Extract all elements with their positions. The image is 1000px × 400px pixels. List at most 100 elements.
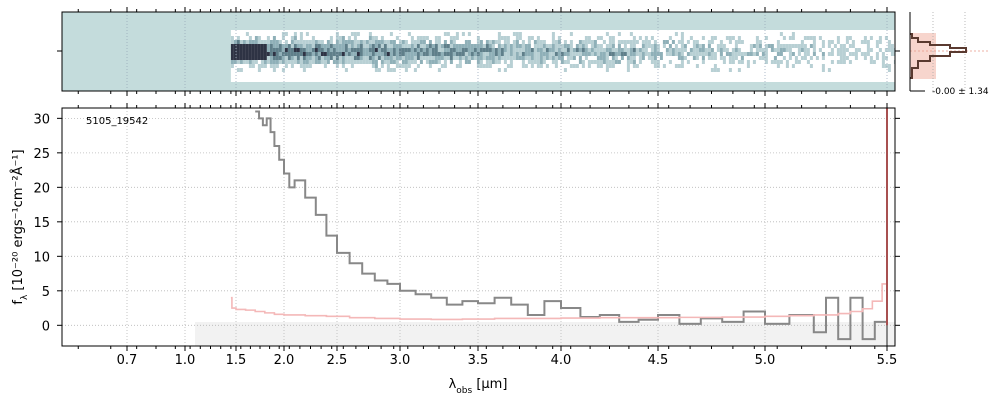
trace-pixel xyxy=(284,48,288,52)
trace-pixel xyxy=(719,56,723,60)
trace-pixel xyxy=(581,48,585,52)
trace-pixel xyxy=(563,60,567,64)
trace-pixel xyxy=(677,56,681,60)
trace-pixel xyxy=(359,40,363,44)
trace-pixel xyxy=(413,44,417,48)
trace-pixel xyxy=(836,36,840,40)
trace-pixel xyxy=(413,40,417,44)
trace-pixel xyxy=(338,40,342,44)
trace-pixel xyxy=(458,52,462,56)
trace-pixel xyxy=(476,48,480,52)
trace-pixel xyxy=(248,64,252,68)
trace-pixel xyxy=(287,60,291,64)
trace-pixel xyxy=(338,56,342,60)
trace-pixel xyxy=(551,40,555,44)
trace-pixel xyxy=(374,44,378,48)
trace-pixel xyxy=(428,44,432,48)
trace-pixel xyxy=(305,64,309,68)
trace-pixel xyxy=(689,48,693,52)
trace-pixel xyxy=(734,40,738,44)
trace-pixel xyxy=(422,44,426,48)
trace-pixel xyxy=(314,60,318,64)
trace-pixel xyxy=(236,36,240,40)
trace-pixel xyxy=(626,40,630,44)
spectrum-1d-panel: 0.7 1.0 1.5 2.0 2.5 3.0 3.5 4.0 4.5 5.0 5.5 0 5 10 15… xyxy=(10,103,900,396)
trace-pixel xyxy=(893,52,895,56)
trace-pixel xyxy=(764,52,768,56)
trace-pixel xyxy=(701,36,705,40)
trace-pixel xyxy=(527,36,531,40)
trace-pixel xyxy=(680,48,684,52)
trace-pixel xyxy=(656,48,660,52)
trace-pixel xyxy=(344,44,348,48)
trace-pixel xyxy=(290,48,294,52)
trace-pixel xyxy=(266,48,270,52)
trace-pixel xyxy=(275,60,279,64)
trace-pixel xyxy=(509,48,513,52)
trace-pixel xyxy=(383,40,387,44)
trace-pixel xyxy=(260,56,264,60)
trace-pixel xyxy=(431,60,435,64)
trace-pixel xyxy=(488,64,492,68)
trace-pixel xyxy=(851,52,855,56)
trace-pixel xyxy=(581,60,585,64)
trace-pixel xyxy=(317,48,321,52)
trace-pixel xyxy=(788,48,792,52)
trace-pixel xyxy=(479,40,483,44)
trace-pixel xyxy=(338,52,342,56)
trace-pixel xyxy=(497,52,501,56)
trace-pixel xyxy=(272,36,276,40)
trace-pixel xyxy=(404,64,408,68)
trace-pixel xyxy=(539,64,543,68)
trace-pixel xyxy=(413,68,417,72)
trace-pixel xyxy=(611,64,615,68)
trace-pixel xyxy=(590,44,594,48)
trace-pixel xyxy=(314,56,318,60)
trace-pixel xyxy=(464,52,468,56)
trace-pixel xyxy=(281,44,285,48)
trace-pixel xyxy=(863,40,867,44)
trace-pixel xyxy=(407,60,411,64)
trace-pixel xyxy=(278,44,282,48)
trace-pixel xyxy=(374,36,378,40)
trace-pixel xyxy=(845,56,849,60)
trace-pixel xyxy=(482,44,486,48)
trace-pixel xyxy=(578,60,582,64)
trace-pixel xyxy=(449,44,453,48)
trace-pixel xyxy=(341,60,345,64)
trace-pixel xyxy=(323,64,327,68)
trace-pixel xyxy=(773,48,777,52)
trace-pixel xyxy=(782,48,786,52)
trace-pixel xyxy=(806,52,810,56)
trace-pixel xyxy=(368,40,372,44)
trace-pixel xyxy=(632,52,636,56)
trace-pixel xyxy=(443,52,447,56)
trace-pixel xyxy=(467,32,471,36)
trace-pixel xyxy=(755,36,759,40)
trace-pixel xyxy=(434,52,438,56)
trace-pixel xyxy=(413,52,417,56)
trace-pixel xyxy=(377,40,381,44)
trace-pixel xyxy=(551,48,555,52)
trace-pixel xyxy=(827,52,831,56)
trace-pixel xyxy=(821,40,825,44)
trace-pixel xyxy=(392,48,396,52)
trace-pixel xyxy=(734,52,738,56)
trace-pixel xyxy=(602,40,606,44)
trace-pixel xyxy=(599,44,603,48)
trace-pixel xyxy=(848,44,852,48)
trace-pixel xyxy=(488,60,492,64)
trace-pixel xyxy=(737,68,741,72)
trace-pixel xyxy=(236,44,240,48)
trace-pixel xyxy=(416,64,420,68)
trace-pixel xyxy=(239,44,243,48)
trace-pixel xyxy=(350,56,354,60)
trace-pixel xyxy=(644,52,648,56)
trace-pixel xyxy=(320,40,324,44)
trace-pixel xyxy=(548,44,552,48)
trace-pixel xyxy=(626,52,630,56)
trace-pixel xyxy=(290,56,294,60)
trace-pixel xyxy=(428,40,432,44)
trace-pixel xyxy=(548,52,552,56)
trace-pixel xyxy=(542,48,546,52)
